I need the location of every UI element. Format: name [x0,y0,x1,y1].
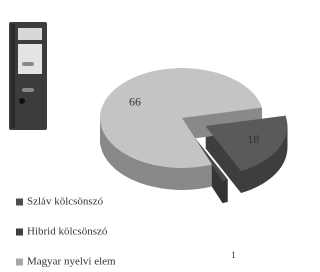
legend-swatch [16,259,23,266]
legend-swatch [16,229,23,236]
legend-label: Magyar nyelvi elem [27,256,116,268]
chart: 18 1 66 Szláv kölcsönszó Hibrid kölcsönszó Ma… [0,0,295,272]
legend-swatch [16,199,23,206]
data-label: 18 [247,132,259,146]
data-label: 1 [231,250,236,260]
legend-label: Szláv kölcsönszó [27,196,104,208]
data-label: 66 [129,94,141,108]
legend-label: Hibrid kölcsönszó [27,226,108,238]
binder-icon [9,22,47,130]
